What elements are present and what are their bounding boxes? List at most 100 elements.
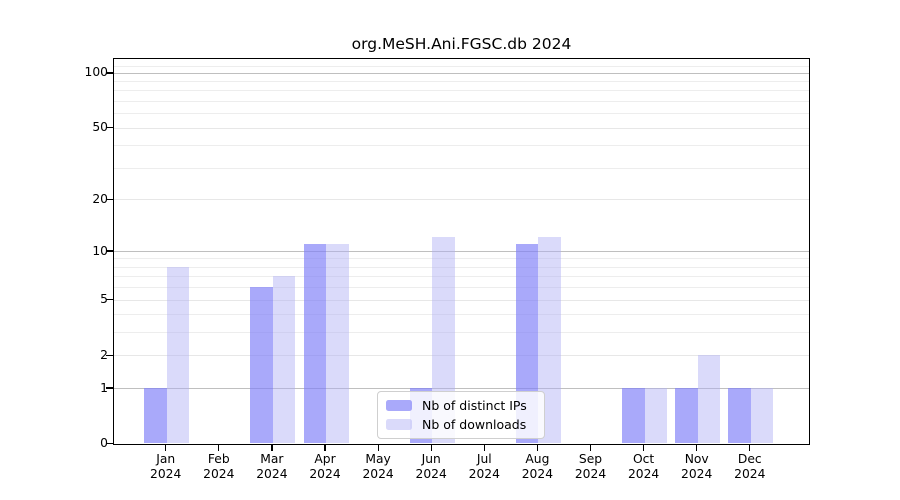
legend-swatch-downloads xyxy=(386,419,412,430)
x-label-year: 2024 xyxy=(574,466,607,481)
y-tick-mark-5 xyxy=(106,299,113,301)
bar-downloads-jan xyxy=(166,266,190,444)
x-tick-mark-jul xyxy=(483,445,485,451)
x-tick-label-oct: Oct 2024 xyxy=(616,452,672,481)
x-tick-label-jun: Jun 2024 xyxy=(403,452,459,481)
x-label-month: May xyxy=(365,452,391,466)
x-tick-mark-jan xyxy=(165,445,167,451)
x-label-month: Apr xyxy=(314,452,336,466)
x-tick-mark-apr xyxy=(324,445,326,451)
x-label-year: 2024 xyxy=(150,466,182,481)
x-label-year: 2024 xyxy=(309,466,341,481)
gridline-9 xyxy=(114,258,809,260)
gridline-5 xyxy=(114,299,809,301)
gridline-4 xyxy=(114,314,809,316)
gridline-40 xyxy=(114,145,809,147)
gridline-1 xyxy=(114,387,809,389)
x-label-year: 2024 xyxy=(203,466,235,481)
x-tick-mark-aug xyxy=(536,445,539,451)
gridline-70 xyxy=(114,100,809,102)
x-label-month: Jul xyxy=(476,452,492,466)
x-label-year: 2024 xyxy=(521,466,554,481)
y-tick-mark-10 xyxy=(106,250,113,252)
bar-distinct-ips-apr xyxy=(303,243,326,444)
bar-downloads-apr xyxy=(326,243,349,444)
gridline-10 xyxy=(114,250,809,252)
x-tick-label-jul: Jul 2024 xyxy=(456,452,512,481)
x-label-year: 2024 xyxy=(415,466,447,481)
y-tick-label-0: 0 xyxy=(100,436,108,451)
y-tick-label-50: 50 xyxy=(92,120,108,135)
gridline-20 xyxy=(114,198,809,200)
x-label-month: Jan xyxy=(156,452,176,466)
gridline-7 xyxy=(114,276,809,278)
y-tick-mark-50 xyxy=(106,127,113,129)
legend-label-distinct-ips: Nb of distinct IPs xyxy=(422,398,527,413)
x-label-month: Sep xyxy=(578,452,603,466)
legend-swatch-distinct-ips xyxy=(386,400,412,411)
gridline-30 xyxy=(114,167,809,169)
bar-downloads-nov xyxy=(697,355,721,444)
gridline-109 xyxy=(114,65,809,67)
chart-title: org.MeSH.Ani.FGSC.db 2024 xyxy=(351,35,572,53)
x-tick-mark-jun xyxy=(430,445,432,451)
x-label-year: 2024 xyxy=(256,466,288,481)
gridline-80 xyxy=(114,90,809,92)
x-tick-mark-feb xyxy=(218,445,220,451)
x-tick-label-jan: Jan 2024 xyxy=(138,452,194,481)
x-tick-label-nov: Nov 2024 xyxy=(669,452,725,481)
y-tick-label-20: 20 xyxy=(92,191,108,206)
x-label-year: 2024 xyxy=(734,466,766,481)
x-label-year: 2024 xyxy=(681,466,713,481)
x-tick-label-apr: Apr 2024 xyxy=(297,452,353,481)
x-tick-mark-dec xyxy=(749,445,751,451)
x-label-month: Jun xyxy=(421,452,441,466)
gridline-6 xyxy=(114,287,809,289)
x-label-year: 2024 xyxy=(468,466,500,481)
bar-distinct-ips-oct xyxy=(622,387,645,444)
y-tick-label-100: 100 xyxy=(84,65,108,80)
x-tick-label-mar: Mar 2024 xyxy=(244,452,300,481)
x-tick-label-sep: Sep 2024 xyxy=(563,452,619,481)
x-tick-label-feb: Feb 2024 xyxy=(191,452,247,481)
y-tick-mark-100 xyxy=(106,72,113,74)
legend-label-downloads: Nb of downloads xyxy=(422,417,527,432)
bar-downloads-dec xyxy=(750,387,774,444)
gridline-60 xyxy=(114,113,809,115)
x-tick-label-aug: Aug 2024 xyxy=(509,452,565,481)
x-label-month: Feb xyxy=(207,452,230,466)
x-tick-mark-nov xyxy=(696,445,698,451)
x-tick-mark-sep xyxy=(589,445,592,451)
gridline-100 xyxy=(114,72,809,74)
gridline-8 xyxy=(114,266,809,268)
gridline-90 xyxy=(114,81,809,82)
x-label-month: Oct xyxy=(632,452,655,466)
bar-distinct-ips-mar xyxy=(250,287,273,444)
y-tick-mark-1 xyxy=(106,387,113,389)
legend-item-distinct-ips: Nb of distinct IPs xyxy=(386,398,536,413)
x-label-month: Mar xyxy=(260,452,284,466)
y-tick-label-1: 1 xyxy=(100,380,108,395)
x-label-month: Nov xyxy=(684,452,709,466)
legend-item-downloads: Nb of downloads xyxy=(386,417,536,432)
x-tick-label-may: May 2024 xyxy=(350,452,406,481)
x-label-year: 2024 xyxy=(362,466,394,481)
x-label-month: Dec xyxy=(737,452,762,466)
x-label-month: Aug xyxy=(525,452,550,466)
x-tick-label-dec: Dec 2024 xyxy=(722,452,778,481)
gridline-2 xyxy=(114,355,809,357)
y-tick-label-5: 5 xyxy=(100,292,108,307)
bar-distinct-ips-nov xyxy=(675,387,698,444)
x-label-year: 2024 xyxy=(627,466,660,481)
bar-downloads-oct xyxy=(644,387,668,444)
x-tick-mark-oct xyxy=(643,445,645,451)
gridline-50 xyxy=(114,127,809,129)
bar-downloads-mar xyxy=(272,276,296,444)
bar-distinct-ips-dec xyxy=(728,387,751,444)
y-tick-mark-20 xyxy=(106,198,113,200)
bar-distinct-ips-jan xyxy=(144,387,167,444)
x-tick-mark-may xyxy=(377,445,379,451)
y-tick-mark-0 xyxy=(106,443,113,445)
legend: Nb of distinct IPs Nb of downloads xyxy=(377,391,545,439)
